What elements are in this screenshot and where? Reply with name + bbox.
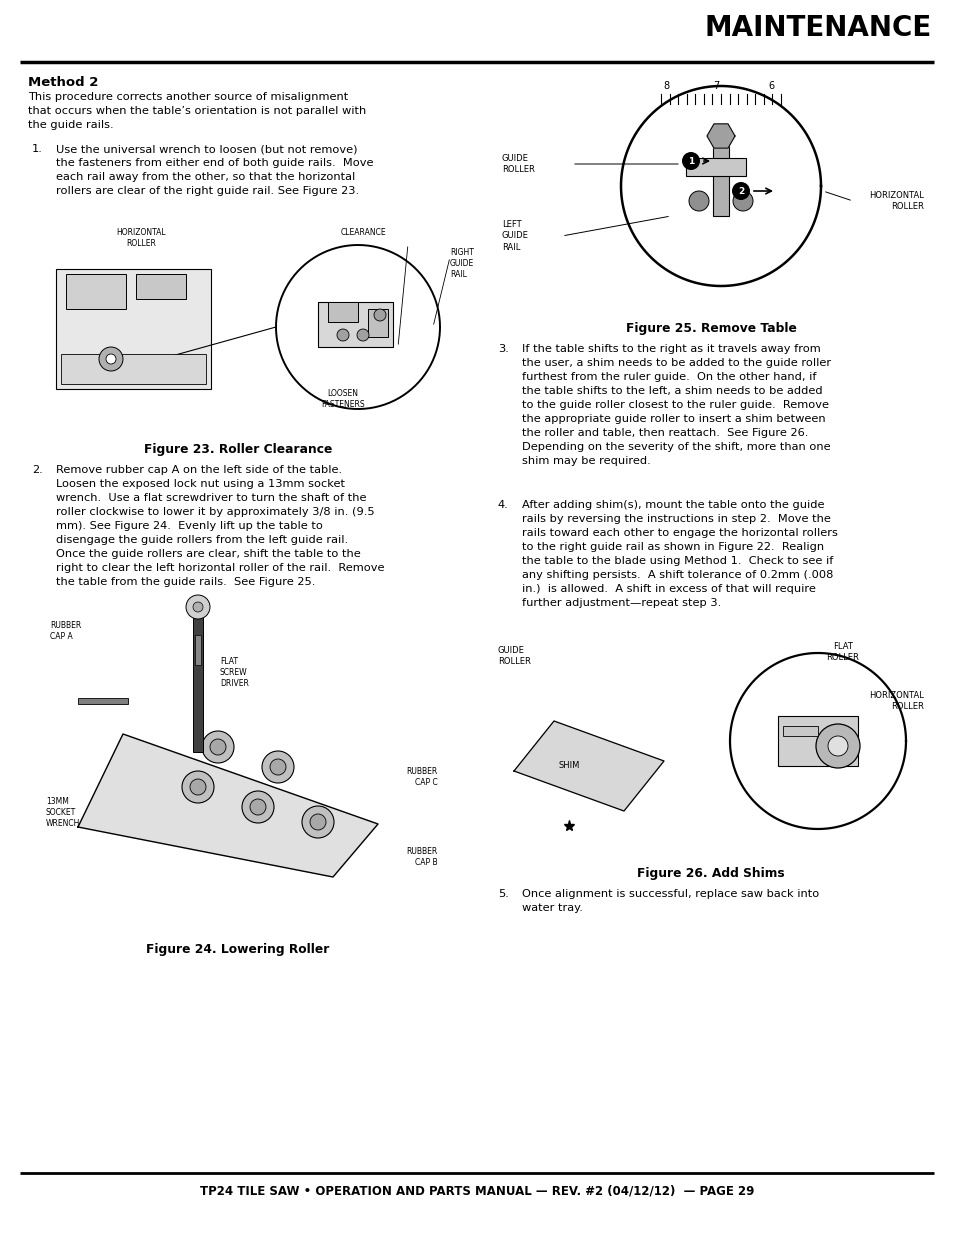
Circle shape bbox=[336, 329, 349, 341]
Text: GUIDE
ROLLER: GUIDE ROLLER bbox=[501, 154, 535, 174]
Text: 1.: 1. bbox=[32, 144, 43, 154]
Text: 2.: 2. bbox=[32, 466, 43, 475]
Text: TP24 TILE SAW • OPERATION AND PARTS MANUAL — REV. #2 (04/12/12)  — PAGE 29: TP24 TILE SAW • OPERATION AND PARTS MANU… bbox=[199, 1186, 754, 1198]
Circle shape bbox=[270, 760, 286, 776]
Text: Figure 24. Lowering Roller: Figure 24. Lowering Roller bbox=[146, 944, 330, 956]
Bar bbox=[78, 698, 128, 704]
Bar bbox=[712, 146, 728, 216]
Text: CLEARANCE: CLEARANCE bbox=[340, 228, 385, 237]
Circle shape bbox=[302, 806, 334, 839]
Text: SHIM: SHIM bbox=[558, 761, 579, 769]
Text: 13MM
SOCKET
WRENCH: 13MM SOCKET WRENCH bbox=[46, 797, 80, 829]
Bar bbox=[56, 269, 211, 389]
Text: 1: 1 bbox=[687, 157, 694, 165]
Circle shape bbox=[827, 736, 847, 756]
Bar bbox=[368, 309, 388, 337]
Text: FLAT
ROLLER: FLAT ROLLER bbox=[825, 642, 859, 662]
Text: 8: 8 bbox=[662, 82, 668, 91]
Circle shape bbox=[310, 814, 326, 830]
Text: Figure 25. Remove Table: Figure 25. Remove Table bbox=[625, 322, 796, 335]
Text: Remove rubber cap A on the left side of the table.
Loosen the exposed lock nut u: Remove rubber cap A on the left side of … bbox=[56, 466, 384, 587]
Bar bbox=[66, 274, 126, 309]
Circle shape bbox=[242, 790, 274, 823]
Text: If the table shifts to the right as it travels away from
the user, a shim needs : If the table shifts to the right as it t… bbox=[521, 345, 830, 466]
Bar bbox=[782, 726, 817, 736]
Bar bbox=[28, 222, 448, 427]
Bar bbox=[194, 635, 201, 664]
Text: This procedure corrects another source of misalignment
that occurs when the tabl: This procedure corrects another source o… bbox=[28, 91, 366, 130]
Polygon shape bbox=[729, 653, 905, 829]
Circle shape bbox=[732, 191, 752, 211]
Text: RIGHT
GUIDE
RAIL: RIGHT GUIDE RAIL bbox=[450, 248, 474, 279]
Text: GUIDE
ROLLER: GUIDE ROLLER bbox=[497, 646, 530, 666]
Bar bbox=[494, 77, 927, 306]
Text: Once alignment is successful, replace saw back into
water tray.: Once alignment is successful, replace sa… bbox=[521, 889, 819, 913]
Circle shape bbox=[193, 601, 203, 613]
Text: 4.: 4. bbox=[497, 500, 508, 510]
Text: HORIZONTAL
ROLLER: HORIZONTAL ROLLER bbox=[116, 228, 166, 248]
Text: 2: 2 bbox=[737, 186, 743, 195]
Circle shape bbox=[681, 152, 700, 170]
Circle shape bbox=[202, 731, 233, 763]
Polygon shape bbox=[620, 86, 821, 287]
Circle shape bbox=[190, 779, 206, 795]
Circle shape bbox=[731, 182, 749, 200]
Bar bbox=[685, 158, 745, 177]
Bar bbox=[28, 618, 448, 927]
Bar bbox=[61, 354, 206, 384]
Circle shape bbox=[374, 309, 386, 321]
Text: 7: 7 bbox=[712, 82, 719, 91]
Circle shape bbox=[182, 771, 213, 803]
Bar bbox=[136, 274, 186, 299]
Text: Figure 26. Add Shims: Figure 26. Add Shims bbox=[637, 867, 784, 881]
Text: 3.: 3. bbox=[497, 345, 508, 354]
Circle shape bbox=[688, 191, 708, 211]
Text: LEFT
GUIDE
RAIL: LEFT GUIDE RAIL bbox=[501, 220, 528, 252]
Circle shape bbox=[210, 739, 226, 755]
Circle shape bbox=[186, 595, 210, 619]
Circle shape bbox=[815, 724, 859, 768]
Bar bbox=[778, 716, 857, 766]
Bar bbox=[328, 303, 357, 322]
Text: 6: 6 bbox=[767, 82, 773, 91]
Bar bbox=[193, 606, 203, 752]
Text: MAINTENANCE: MAINTENANCE bbox=[704, 14, 931, 42]
Text: LOOSEN
FASTENERS: LOOSEN FASTENERS bbox=[321, 389, 364, 409]
Text: Figure 23. Roller Clearance: Figure 23. Roller Clearance bbox=[144, 443, 332, 456]
Polygon shape bbox=[514, 721, 663, 811]
Text: Method 2: Method 2 bbox=[28, 77, 98, 89]
Bar bbox=[494, 636, 927, 851]
Text: 5.: 5. bbox=[497, 889, 508, 899]
Circle shape bbox=[106, 354, 116, 364]
Text: HORIZONTAL
ROLLER: HORIZONTAL ROLLER bbox=[868, 191, 923, 211]
Polygon shape bbox=[275, 245, 439, 409]
Circle shape bbox=[356, 329, 369, 341]
Polygon shape bbox=[78, 734, 377, 877]
Text: After adding shim(s), mount the table onto the guide
rails by reversing the inst: After adding shim(s), mount the table on… bbox=[521, 500, 837, 608]
Text: FLAT
SCREW
DRIVER: FLAT SCREW DRIVER bbox=[220, 657, 249, 688]
Text: Use the universal wrench to loosen (but not remove)
the fasteners from either en: Use the universal wrench to loosen (but … bbox=[56, 144, 374, 196]
Circle shape bbox=[250, 799, 266, 815]
Text: RUBBER
CAP C: RUBBER CAP C bbox=[406, 767, 437, 787]
Circle shape bbox=[262, 751, 294, 783]
Bar bbox=[317, 303, 393, 347]
Polygon shape bbox=[706, 124, 734, 148]
Text: HORIZONTAL
ROLLER: HORIZONTAL ROLLER bbox=[868, 692, 923, 711]
Text: RUBBER
CAP B: RUBBER CAP B bbox=[406, 847, 437, 867]
Circle shape bbox=[99, 347, 123, 370]
Text: RUBBER
CAP A: RUBBER CAP A bbox=[50, 621, 81, 641]
